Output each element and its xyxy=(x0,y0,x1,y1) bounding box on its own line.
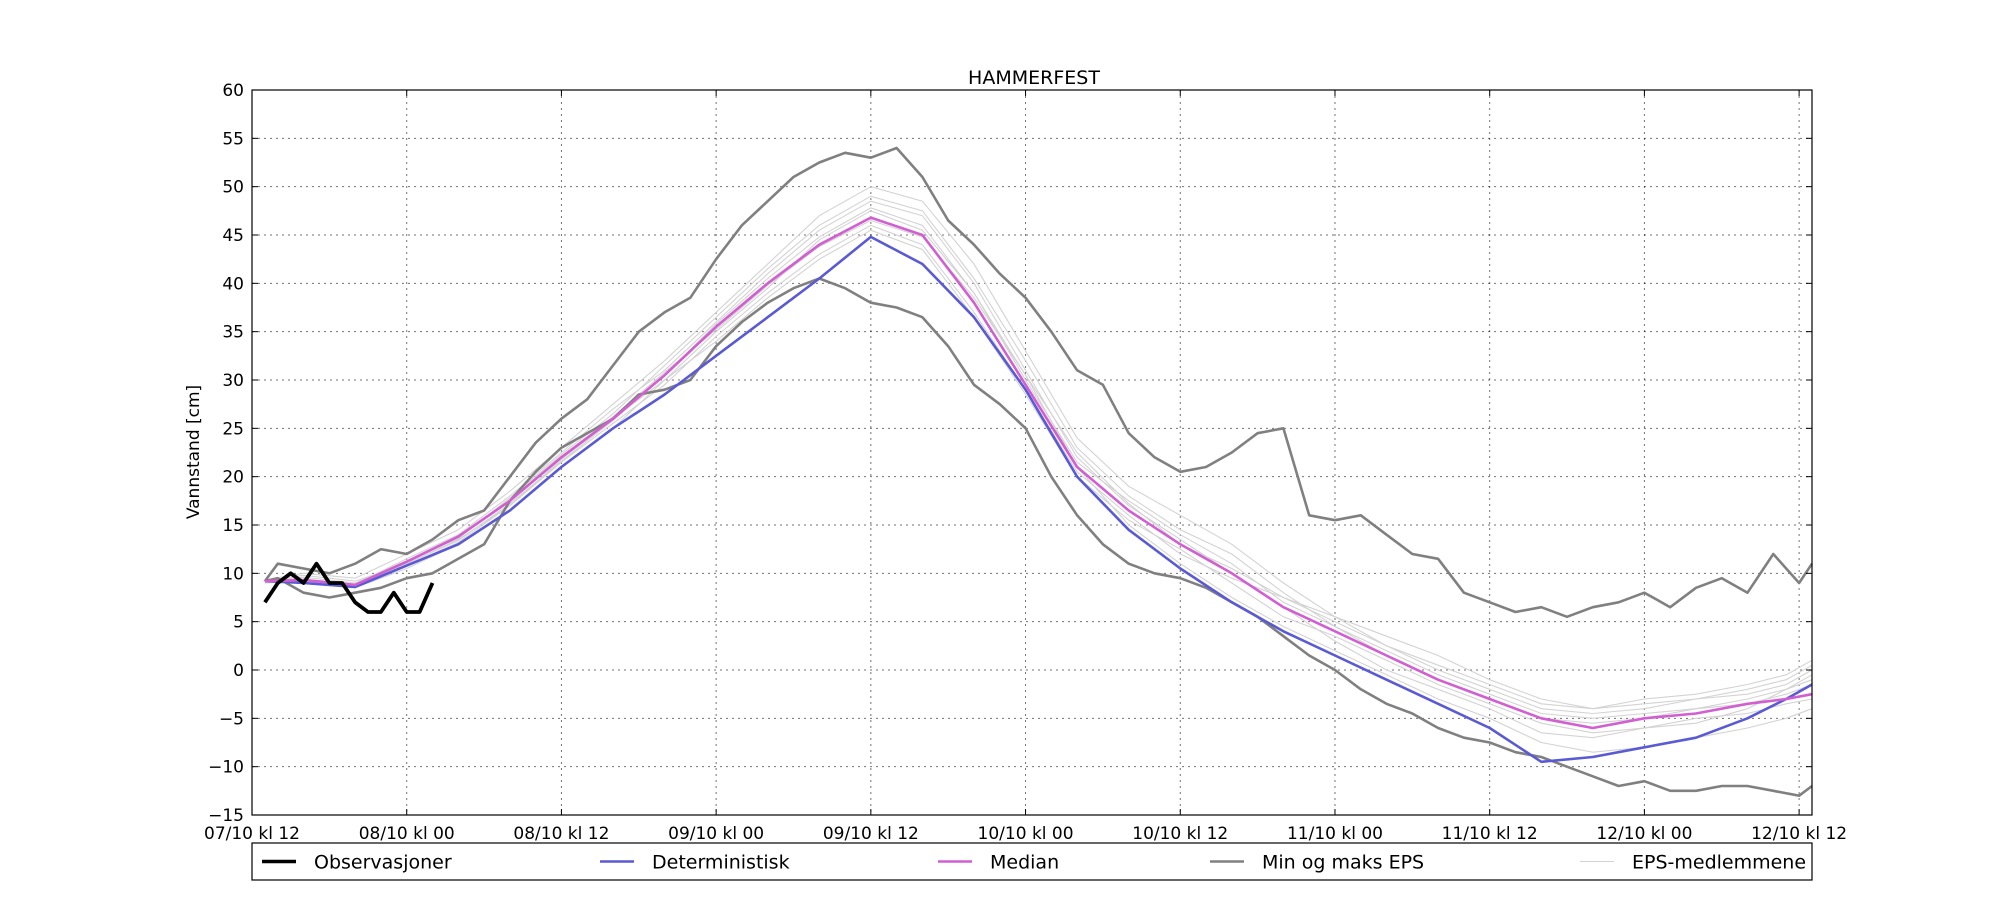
series-line-observasjoner xyxy=(263,561,435,614)
y-tick-label: 5 xyxy=(233,613,244,633)
x-tick-label: 12/10 kl 00 xyxy=(1596,824,1692,844)
y-tick-label: 30 xyxy=(222,371,244,391)
series-line-min-og-maks-eps xyxy=(263,146,1814,619)
y-tick-label: 40 xyxy=(222,274,244,294)
y-tick-label: 50 xyxy=(222,178,244,198)
x-tick-label: 11/10 kl 12 xyxy=(1442,824,1538,844)
eps-member-line xyxy=(264,224,1813,710)
eps-members xyxy=(264,186,1813,753)
y-axis-ticks: −15 −10 −5 0 5 10 15 20 25 30 35 40 45 50 55 60 xyxy=(208,81,1812,826)
series-line-median xyxy=(264,216,1813,730)
x-tick-label: 08/10 kl 12 xyxy=(513,824,609,844)
y-tick-label: 15 xyxy=(222,516,244,536)
legend-label: Min og maks EPS xyxy=(1262,852,1424,874)
series-line-deterministisk xyxy=(264,235,1813,764)
eps-member-line xyxy=(264,186,1813,715)
x-tick-label: 09/10 kl 12 xyxy=(823,824,919,844)
legend-label: EPS-medlemmene xyxy=(1632,852,1806,874)
eps-member-line xyxy=(264,229,1813,734)
y-tick-label: 10 xyxy=(222,564,244,584)
x-tick-label: 08/10 kl 00 xyxy=(359,824,455,844)
y-tick-label: 55 xyxy=(222,129,244,149)
x-tick-label: 11/10 kl 00 xyxy=(1287,824,1383,844)
eps-member-line xyxy=(264,195,1813,719)
legend: Observasjoner Deterministisk Median Min og … xyxy=(251,842,1813,881)
y-axis-label: Vannstand [cm] xyxy=(184,385,204,519)
series-lines xyxy=(263,146,1814,797)
chart-title: HAMMERFEST xyxy=(968,67,1100,89)
eps-member-line xyxy=(264,200,1813,739)
x-tick-label: 12/10 kl 12 xyxy=(1751,824,1847,844)
x-tick-label: 07/10 kl 12 xyxy=(204,824,300,844)
y-tick-label: −10 xyxy=(208,758,244,778)
y-tick-label: −15 xyxy=(208,806,244,826)
x-axis-ticks: 07/10 kl 12 08/10 kl 00 08/10 kl 12 09/10 k… xyxy=(204,90,1847,844)
eps-member-line xyxy=(264,210,1813,753)
eps-member-line xyxy=(264,207,1813,724)
legend-label: Median xyxy=(990,852,1059,874)
y-tick-label: 0 xyxy=(233,661,244,681)
x-tick-label: 09/10 kl 00 xyxy=(668,824,764,844)
x-tick-label: 10/10 kl 00 xyxy=(978,824,1074,844)
legend-label: Deterministisk xyxy=(652,852,790,874)
y-tick-label: 35 xyxy=(222,323,244,343)
legend-box xyxy=(251,842,1813,881)
plot-frame xyxy=(251,89,1813,816)
x-tick-label: 10/10 kl 12 xyxy=(1132,824,1228,844)
y-tick-label: 60 xyxy=(222,81,244,101)
y-tick-label: 45 xyxy=(222,226,244,246)
eps-member-line xyxy=(264,219,1813,710)
y-tick-label: 20 xyxy=(222,468,244,488)
grid xyxy=(252,90,1812,815)
y-tick-label: −5 xyxy=(219,709,244,729)
y-tick-label: 25 xyxy=(222,419,244,439)
legend-label: Observasjoner xyxy=(314,852,452,874)
